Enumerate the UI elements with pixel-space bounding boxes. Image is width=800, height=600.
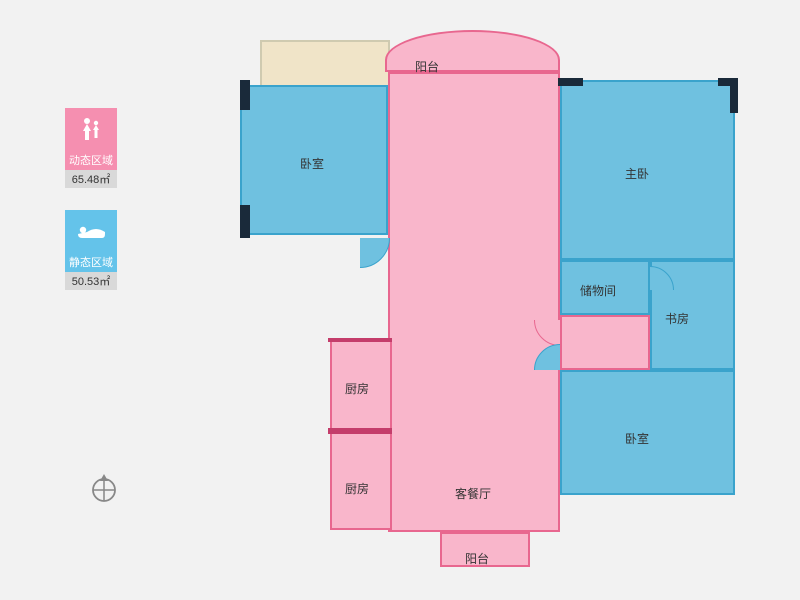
legend-static-label: 静态区域 bbox=[65, 252, 117, 272]
room-label-bedroom_br: 卧室 bbox=[625, 430, 649, 447]
room-label-master: 主卧 bbox=[625, 165, 649, 182]
floor-plan: 阳台卧室客餐厅主卧储物间书房卧室厨房厨房阳台 bbox=[240, 30, 740, 560]
people-icon bbox=[65, 108, 117, 150]
wall-1 bbox=[240, 205, 250, 238]
room-label-storage: 储物间 bbox=[580, 282, 616, 299]
wall-6 bbox=[328, 338, 392, 342]
room-label-balcony_bottom: 阳台 bbox=[465, 550, 489, 567]
room-balcony_top bbox=[385, 30, 560, 72]
wall-4 bbox=[730, 78, 738, 113]
legend-static-value: 50.53㎡ bbox=[65, 272, 117, 290]
legend-static: 静态区域 50.53㎡ bbox=[65, 210, 117, 290]
sleep-icon bbox=[65, 210, 117, 252]
legend-dynamic-label: 动态区域 bbox=[65, 150, 117, 170]
compass-icon bbox=[90, 472, 118, 509]
room-label-living: 客餐厅 bbox=[455, 485, 491, 502]
wall-2 bbox=[558, 78, 583, 86]
room-label-bedroom_left: 卧室 bbox=[300, 155, 324, 172]
wall-0 bbox=[240, 80, 250, 110]
legend-dynamic-value: 65.48㎡ bbox=[65, 170, 117, 188]
wall-5 bbox=[328, 428, 392, 434]
legend-dynamic: 动态区域 65.48㎡ bbox=[65, 108, 117, 188]
room-label-study: 书房 bbox=[665, 310, 689, 327]
room-label-kitchen1: 厨房 bbox=[345, 380, 369, 397]
room-balcony_top_outer bbox=[260, 40, 390, 90]
room-living bbox=[388, 72, 560, 532]
room-label-kitchen2: 厨房 bbox=[345, 480, 369, 497]
room-hall_ext bbox=[560, 315, 650, 370]
room-label-balcony_top: 阳台 bbox=[415, 58, 439, 75]
